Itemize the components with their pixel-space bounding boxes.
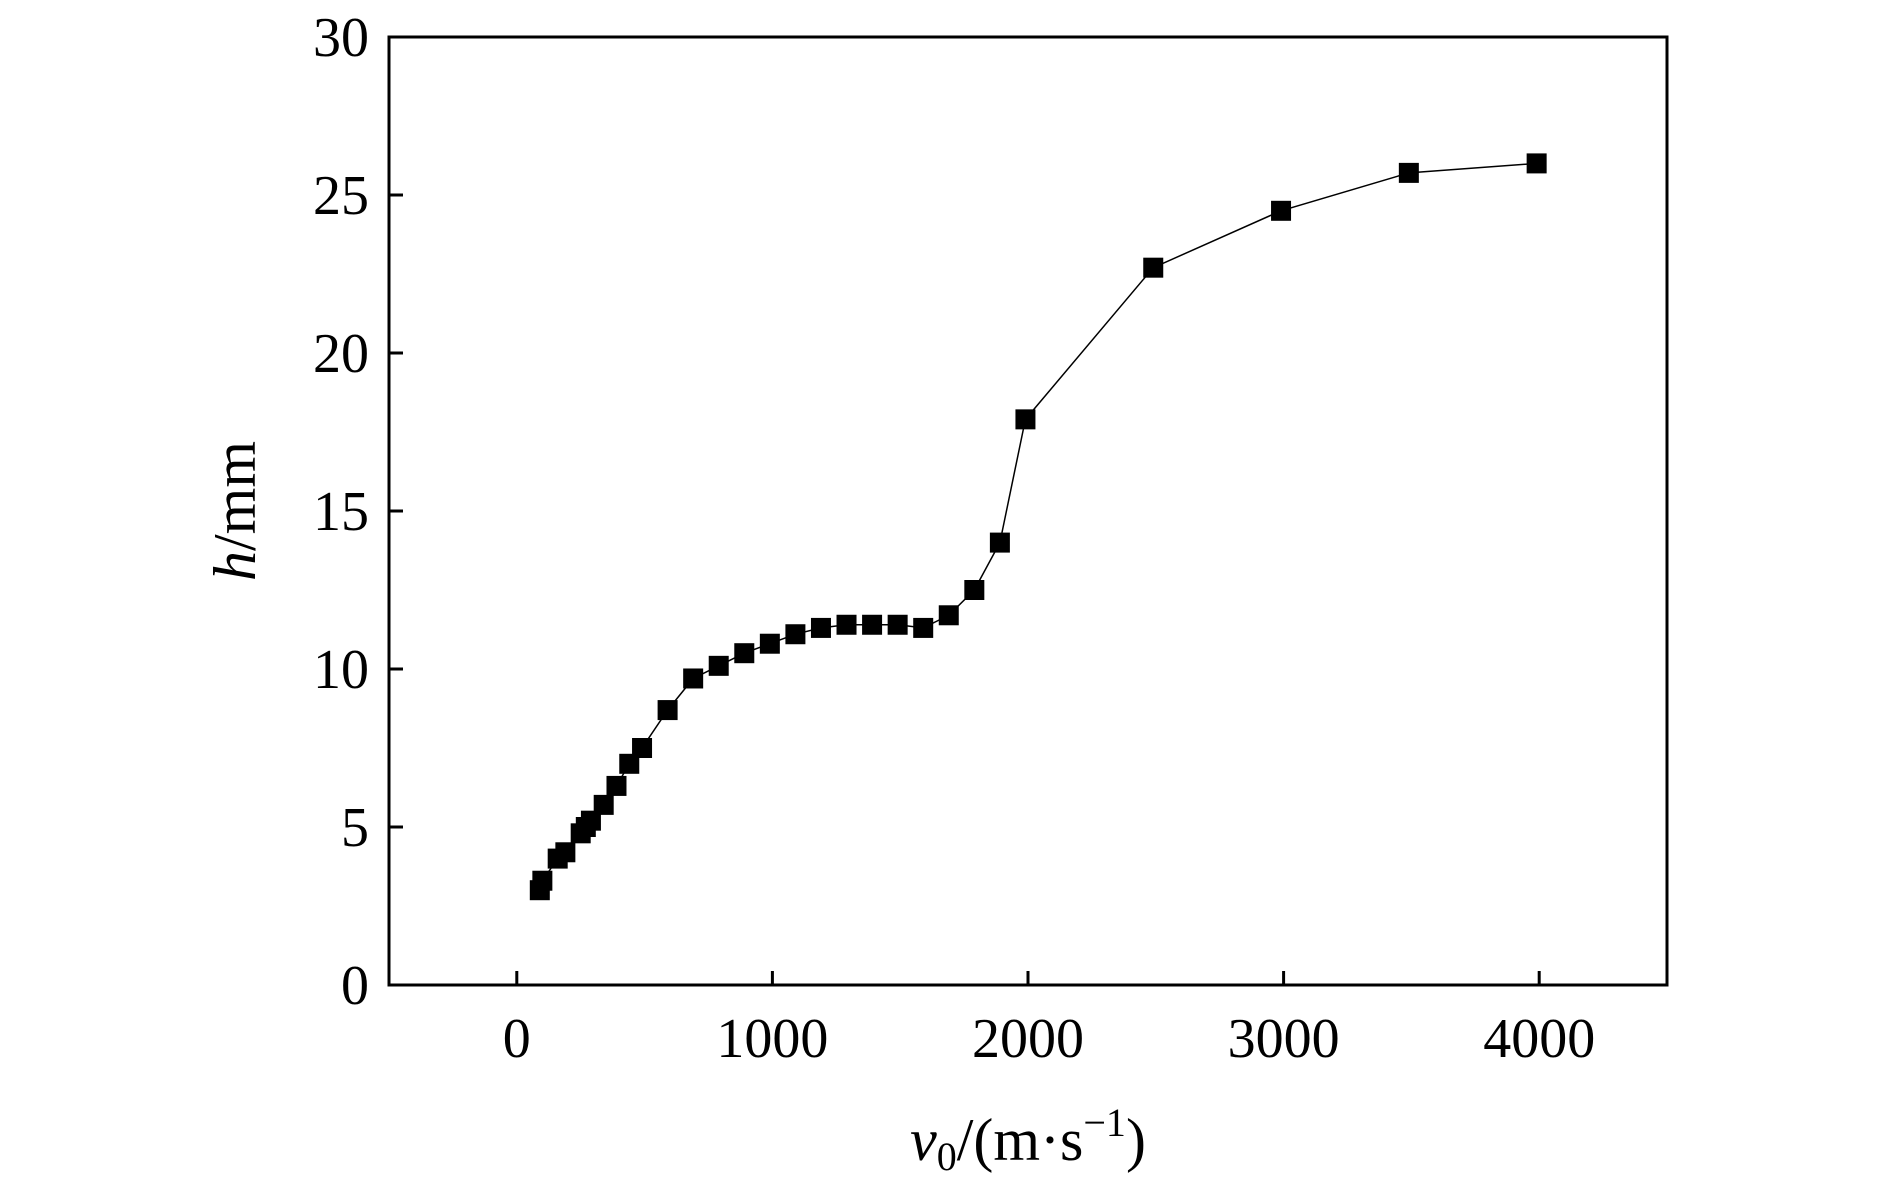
y-axis-title: h/mm (202, 441, 268, 581)
y-tick-label: 30 (313, 7, 369, 69)
data-point (632, 738, 653, 758)
data-point (734, 643, 755, 664)
data-point (810, 617, 831, 638)
x-tick-label: 3000 (1228, 1008, 1340, 1070)
y-tick-label: 15 (313, 481, 369, 543)
data-point (989, 532, 1010, 553)
x-tick-label: 2000 (972, 1008, 1084, 1070)
x-tick-label: 0 (503, 1008, 531, 1070)
x-axis-ticks: 0 1000 2000 3000 4000 (503, 971, 1595, 1070)
data-point (1143, 257, 1164, 278)
data-point (1526, 153, 1547, 174)
data-point (759, 633, 780, 654)
data-point (708, 655, 729, 676)
data-point (555, 842, 576, 863)
series-line (539, 162, 1537, 891)
x-tick-label: 1000 (716, 1008, 828, 1070)
y-tick-label: 5 (341, 797, 369, 859)
x-axis-title: v0/(m·s−1) (910, 1100, 1146, 1179)
data-point (913, 617, 934, 638)
data-point (657, 700, 678, 721)
data-point (836, 614, 857, 635)
data-point (606, 775, 627, 796)
series-group (529, 153, 1547, 901)
data-point (887, 614, 908, 635)
y-axis-ticks: 0 5 10 15 20 25 30 (313, 7, 403, 1017)
data-point (964, 580, 985, 600)
data-point (785, 624, 806, 645)
y-tick-label: 0 (341, 955, 369, 1017)
data-point (862, 614, 883, 635)
data-point (619, 753, 640, 774)
data-point (1271, 200, 1292, 221)
data-point (1015, 409, 1036, 430)
data-point (683, 668, 704, 689)
data-point (593, 794, 614, 815)
data-point (532, 870, 553, 891)
data-point (938, 605, 959, 626)
y-tick-label: 20 (313, 323, 369, 385)
data-point (1398, 162, 1419, 183)
data-point (580, 810, 601, 831)
x-tick-label: 4000 (1483, 1008, 1595, 1070)
y-tick-label: 25 (313, 165, 369, 227)
y-tick-label: 10 (313, 639, 369, 701)
